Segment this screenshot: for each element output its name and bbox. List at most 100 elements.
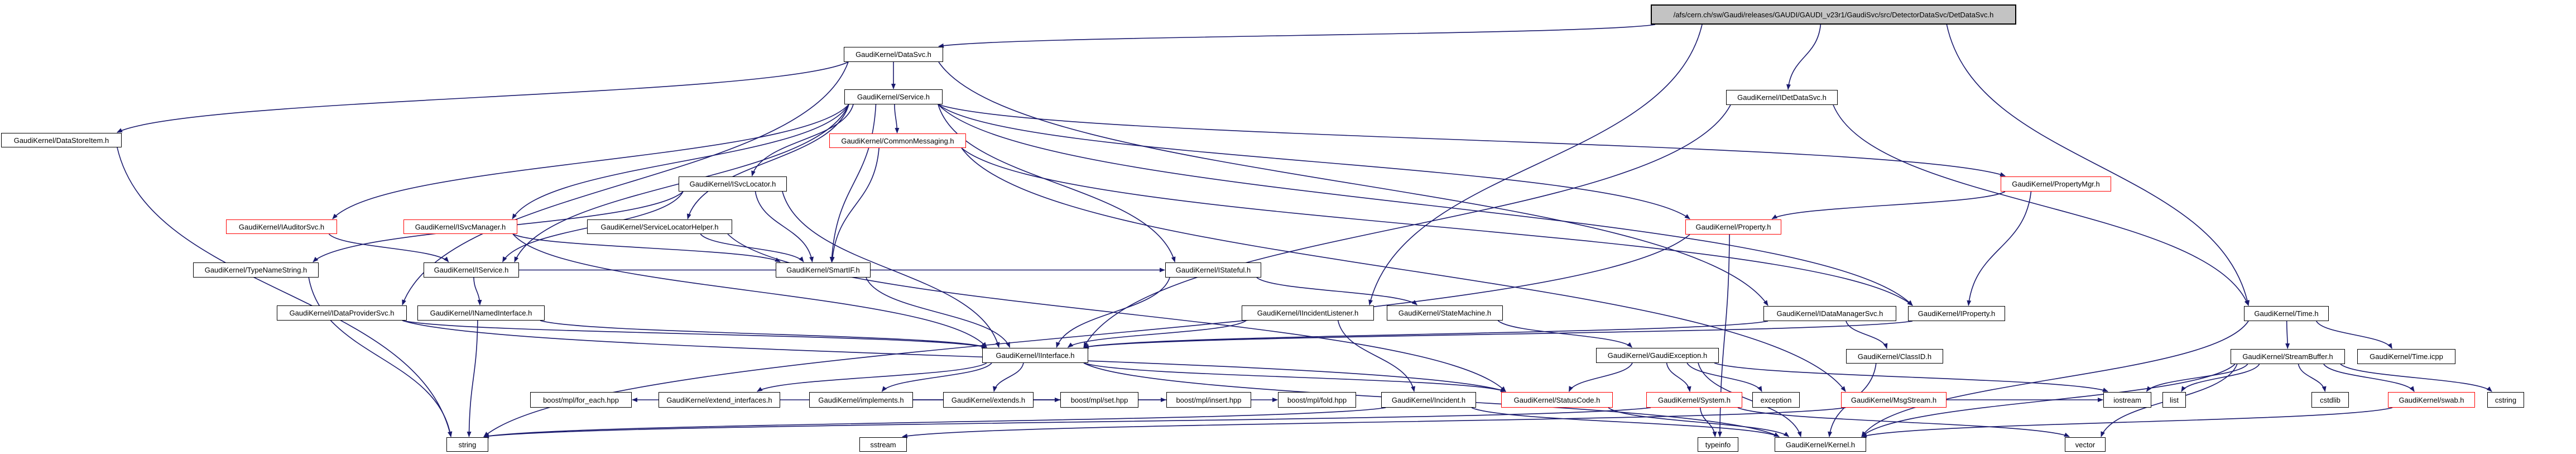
edge-DataSvc-to-DataStoreItem	[117, 61, 849, 133]
graph-node-Incident[interactable]: GaudiKernel/Incident.h	[1381, 392, 1476, 408]
edge-IDataManagerSvc-to-ClassID	[1846, 321, 1888, 349]
edge-GaudiException-to-Kernel	[1698, 362, 1802, 437]
edge-StreamBuffer-to-Kernel	[1861, 364, 2236, 437]
graph-node-StatusCode[interactable]: GaudiKernel/StatusCode.h	[1501, 392, 1613, 408]
graph-node-root: /afs/cern.ch/sw/Gaudi/releases/GAUDI/GAU…	[1651, 4, 2016, 25]
graph-node-mpl_set[interactable]: boost/mpl/set.hpp	[1060, 392, 1138, 408]
edge-IDataProviderSvc-to-StatusCode	[402, 320, 1506, 393]
edge-IInterface-to-StatusCode	[1083, 362, 1506, 392]
graph-node-vector[interactable]: vector	[2065, 437, 2106, 452]
edge-root-to-DataSvc	[938, 24, 1656, 48]
edge-root-to-Time	[1946, 24, 2250, 306]
edge-root-to-IDetDataSvc	[1786, 24, 1822, 90]
graph-node-Service[interactable]: GaudiKernel/Service.h	[844, 89, 943, 104]
graph-node-mpl_fold[interactable]: boost/mpl/fold.hpp	[1278, 392, 1356, 408]
edge-StreamBuffer-to-cstring	[2340, 364, 2492, 392]
edge-IStateful-to-IInterface	[1056, 277, 1170, 348]
graph-node-MsgStream[interactable]: GaudiKernel/MsgStream.h	[1841, 392, 1947, 408]
graph-node-IAuditorSvc[interactable]: GaudiKernel/IAuditorSvc.h	[226, 219, 337, 234]
graph-node-System[interactable]: GaudiKernel/System.h	[1646, 392, 1742, 408]
graph-node-implements[interactable]: GaudiKernel/implements.h	[809, 392, 913, 408]
edge-Incident-to-Kernel	[1471, 407, 1780, 437]
graph-node-exception[interactable]: exception	[1752, 392, 1800, 408]
graph-node-cstdlib[interactable]: cstdlib	[2311, 392, 2349, 408]
graph-node-IIncidentListener[interactable]: GaudiKernel/IIncidentListener.h	[1242, 305, 1374, 321]
graph-node-CommonMessaging[interactable]: GaudiKernel/CommonMessaging.h	[829, 133, 966, 148]
edge-PropertyMgr-to-IProperty	[1967, 191, 2032, 306]
edge-IIncidentListener-to-IInterface	[1067, 320, 1247, 348]
edge-IIncidentListener-to-Incident	[1337, 320, 1416, 392]
edge-Service-to-IProperty	[938, 104, 1913, 306]
edge-StatusCode-to-Kernel	[1608, 407, 1790, 437]
edge-IProperty-to-IInterface	[1083, 321, 1913, 349]
edge-CommonMessaging-to-SmartIF	[830, 147, 880, 262]
edge-DataStoreItem-to-string	[117, 147, 452, 437]
graph-node-for_each[interactable]: boost/mpl/for_each.hpp	[530, 392, 632, 408]
graph-node-PropertyMgr[interactable]: GaudiKernel/PropertyMgr.h	[2001, 176, 2111, 192]
edge-StreamBuffer-to-iostream	[2146, 364, 2248, 392]
edge-IDetDataSvc-to-Time	[1833, 104, 2249, 306]
graph-node-typeinfo[interactable]: typeinfo	[1698, 437, 1738, 452]
graph-node-Time_icpp[interactable]: GaudiKernel/Time.icpp	[2357, 349, 2455, 364]
edge-GaudiException-to-StatusCode	[1568, 362, 1633, 392]
edge-StreamBuffer-to-cstdlib	[2298, 364, 2327, 392]
edge-Service-to-CommonMessaging	[894, 104, 900, 133]
edge-TypeNameString-to-string	[308, 277, 453, 437]
graph-node-Time[interactable]: GaudiKernel/Time.h	[2244, 306, 2329, 321]
graph-node-GaudiException[interactable]: GaudiKernel/GaudiException.h	[1596, 348, 1719, 363]
graph-node-list[interactable]: list	[2162, 392, 2186, 408]
edge-StreamBuffer-to-swab	[2323, 364, 2415, 392]
graph-node-IService[interactable]: GaudiKernel/IService.h	[424, 262, 519, 278]
graph-node-TypeNameString[interactable]: GaudiKernel/TypeNameString.h	[193, 262, 319, 278]
graph-node-extends[interactable]: GaudiKernel/extends.h	[943, 392, 1034, 408]
edge-Service-to-SmartIF	[829, 104, 877, 262]
edge-StreamBuffer-to-list	[2181, 364, 2260, 392]
edge-INamedInterface-to-string	[467, 320, 478, 437]
graph-node-extend_interfaces[interactable]: GaudiKernel/extend_interfaces.h	[659, 392, 780, 408]
graph-node-ISvcManager[interactable]: GaudiKernel/ISvcManager.h	[403, 219, 517, 234]
graph-node-DataStoreItem[interactable]: GaudiKernel/DataStoreItem.h	[1, 133, 122, 147]
edge-Service-to-PropertyMgr	[938, 104, 2006, 176]
edge-IDataManagerSvc-to-IInterface	[1083, 321, 1768, 349]
edge-DataSvc-to-IDataManagerSvc	[938, 61, 1768, 306]
graph-node-Kernel[interactable]: GaudiKernel/Kernel.h	[1775, 437, 1866, 452]
edge-Service-to-ServiceLocatorHelper	[686, 104, 849, 219]
graph-node-ServiceLocatorHelper[interactable]: GaudiKernel/ServiceLocatorHelper.h	[587, 219, 732, 234]
edge-Time-to-StreamBuffer	[2285, 321, 2290, 349]
graph-node-sstream[interactable]: sstream	[859, 437, 907, 452]
graph-node-StateMachine[interactable]: GaudiKernel/StateMachine.h	[1387, 305, 1503, 321]
graph-node-IProperty[interactable]: GaudiKernel/IProperty.h	[1908, 306, 2005, 321]
graph-node-cstring[interactable]: cstring	[2487, 392, 2524, 408]
edge-IInterface-to-extends	[993, 362, 1024, 392]
graph-node-ClassID[interactable]: GaudiKernel/ClassID.h	[1846, 349, 1943, 364]
graph-node-IDataProviderSvc[interactable]: GaudiKernel/IDataProviderSvc.h	[277, 305, 407, 321]
graph-node-IInterface[interactable]: GaudiKernel/IInterface.h	[982, 348, 1088, 363]
edge-swab-to-Kernel	[1861, 407, 2393, 438]
graph-node-SmartIF[interactable]: GaudiKernel/SmartIF.h	[776, 262, 871, 278]
graph-node-IStateful[interactable]: GaudiKernel/IStateful.h	[1165, 262, 1261, 278]
graph-node-StreamBuffer[interactable]: GaudiKernel/StreamBuffer.h	[2231, 349, 2345, 364]
graph-node-Property[interactable]: GaudiKernel/Property.h	[1685, 219, 1781, 235]
graph-node-INamedInterface[interactable]: GaudiKernel/INamedInterface.h	[417, 305, 545, 321]
edge-Service-to-IAuditorSvc	[332, 104, 849, 219]
graph-node-string[interactable]: string	[446, 437, 488, 452]
edge-IDetDataSvc-to-IInterface	[1083, 104, 1731, 348]
edge-ISvcLocator-to-IInterface	[782, 191, 1000, 348]
edge-Service-to-IStateful	[938, 104, 1176, 262]
graph-node-iostream[interactable]: iostream	[2103, 392, 2151, 408]
graph-node-IDataManagerSvc[interactable]: GaudiKernel/IDataManagerSvc.h	[1763, 306, 1896, 321]
graph-node-DataSvc[interactable]: GaudiKernel/DataSvc.h	[844, 47, 943, 62]
graph-node-IDetDataSvc[interactable]: GaudiKernel/IDetDataSvc.h	[1726, 90, 1838, 105]
graph-node-mpl_insert[interactable]: boost/mpl/insert.hpp	[1166, 392, 1251, 408]
edge-PropertyMgr-to-Property	[1771, 191, 2006, 219]
edge-IDataProviderSvc-to-IInterface	[402, 320, 987, 348]
edge-ServiceLocatorHelper-to-SmartIF	[700, 233, 804, 262]
graph-node-swab[interactable]: GaudiKernel/swab.h	[2388, 392, 2475, 408]
edge-GaudiException-to-System	[1666, 362, 1691, 392]
edge-root-to-IIncidentListener	[1368, 24, 1703, 305]
graph-node-ISvcLocator[interactable]: GaudiKernel/ISvcLocator.h	[679, 176, 787, 192]
edge-SmartIF-to-IInterface	[866, 277, 1011, 348]
edge-Time-to-Kernel	[1861, 321, 2249, 437]
